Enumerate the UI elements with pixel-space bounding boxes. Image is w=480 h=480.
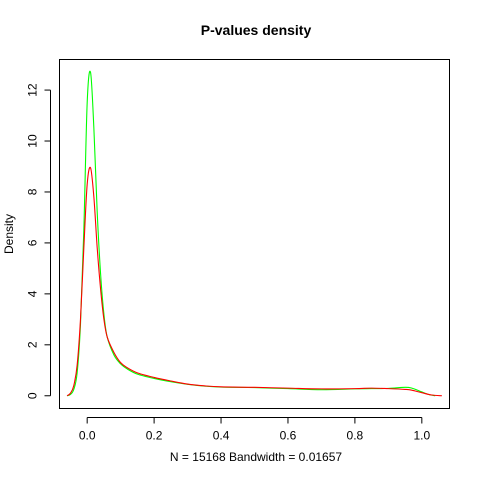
y-tick-label: 6 [26,239,40,246]
x-tick-label: 0.8 [347,429,364,443]
y-tick-label: 4 [26,290,40,297]
x-tick-label: 0.6 [280,429,297,443]
y-tick-label: 12 [26,83,40,97]
y-tick-label: 10 [26,134,40,148]
plot-frame [59,59,450,409]
chart-title: P-values density [201,22,312,38]
series-layer [66,70,442,397]
x-axis: 0.0 0.2 0.4 0.6 0.8 1.0 [79,417,430,443]
y-tick-label: 8 [26,188,40,195]
x-axis-label: N = 15168 Bandwidth = 0.01657 [170,450,342,464]
x-tick-label: 1.0 [413,429,430,443]
y-axis: 0 2 4 6 8 10 12 [26,83,51,399]
y-axis-label: Density [2,214,16,254]
y-tick-label: 0 [26,392,40,399]
x-tick-label: 0.2 [146,429,163,443]
y-tick-label: 2 [26,341,40,348]
x-tick-label: 0.4 [213,429,230,443]
x-tick-label: 0.0 [79,429,96,443]
density-line-2 [66,166,442,397]
